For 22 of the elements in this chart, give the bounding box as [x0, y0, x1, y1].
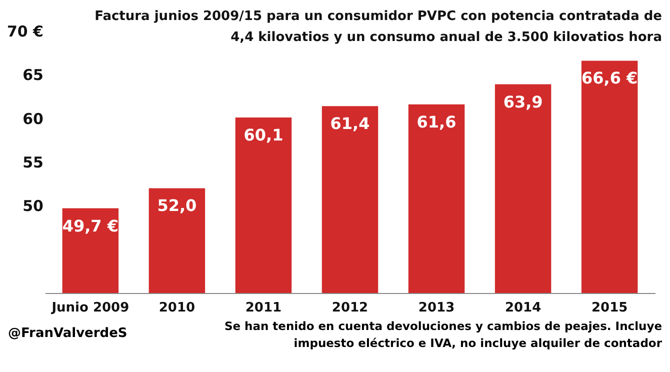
y-tick-label: 55	[22, 154, 44, 172]
data-label: 49,7 €	[62, 216, 119, 236]
y-tick-label: 50	[22, 197, 44, 216]
data-label: 63,9	[503, 92, 543, 112]
text: Se han tenido en cuenta devoluciones y cambios de peajes. Incluye impuesto eléctrico e IVA, no incluye alquiler de contador	[223, 318, 662, 352]
data-label: 60,1	[244, 125, 284, 144]
x-tick-label: 2015	[591, 300, 628, 316]
y-tick-label: 65	[22, 66, 44, 84]
data-label: 52,0	[157, 196, 197, 216]
x-tick-label: 2010	[158, 300, 196, 316]
y-tick-label: 70 €	[6, 22, 44, 40]
x-tick-label: 2013	[418, 300, 455, 316]
x-tick-label: 2012	[332, 300, 368, 316]
data-label: 66,6 €	[581, 68, 638, 88]
chart-title: Factura junios 2009/15 para un consumidor PVPC con potencia contratada de 4,4 kilovatios y un consumo anual de 3.500 kilovatios hora	[94, 8, 662, 47]
data-label: 61,4	[330, 114, 370, 134]
x-tick-label: 2014	[504, 300, 542, 316]
data-label: 61,6	[416, 112, 456, 132]
text: @FranValverdeS	[8, 326, 128, 341]
x-tick-label: Junio 2009	[50, 300, 130, 316]
x-tick-label: 2011	[245, 300, 282, 316]
y-tick-label: 60	[22, 110, 44, 128]
